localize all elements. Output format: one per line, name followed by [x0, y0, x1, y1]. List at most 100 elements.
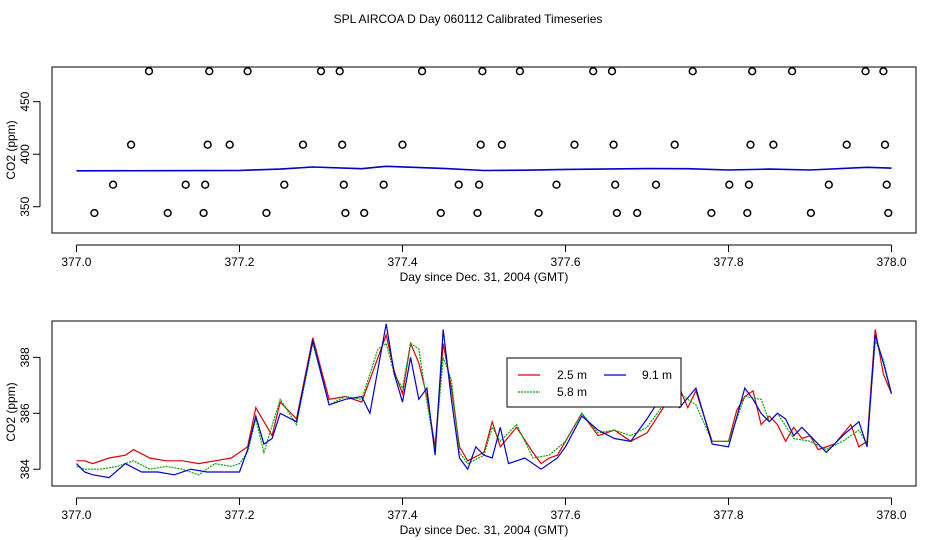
top-marker-point [743, 208, 752, 218]
bottom-axes: 377.0 377.2 377.4 377.6 377.8 378.0 384 386 388 [18, 347, 907, 522]
top-marker-point [879, 67, 888, 76]
top-plot-frame [51, 66, 917, 234]
bottom-plot-frame [51, 320, 917, 487]
top-y-axis-label: CO2 (ppm) [4, 120, 18, 179]
bottom-x-tick-label: 377.0 [61, 508, 91, 522]
top-marker-point [534, 208, 543, 218]
bottom-panel: 377.0 377.2 377.4 377.6 377.8 378.0384386388 … [4, 320, 917, 537]
top-marker-point [262, 208, 271, 218]
top-marker-point [360, 208, 369, 218]
top-y-tick-label: 400 [18, 144, 32, 164]
bottom-y-tick-label: 384 [18, 459, 32, 479]
top-marker-point [205, 67, 214, 76]
top-co2-line [76, 165, 892, 172]
legend-label-9-1m: 9.1 m [642, 368, 672, 382]
bottom-x-tick-label: 378.0 [877, 508, 907, 522]
top-marker-point [515, 67, 525, 76]
legend-box [506, 357, 682, 408]
top-marker-point [589, 67, 598, 76]
top-marker-point [552, 180, 561, 189]
top-marker-point [612, 208, 622, 218]
top-marker-point [243, 67, 252, 76]
top-marker-point [476, 140, 485, 149]
top-marker-point [474, 180, 484, 189]
top-axes: 377.0 377.2 377.4 377.6 377.8 378.0 350 400 450 [18, 91, 907, 269]
bottom-x-axis-label: Day since Dec. 31, 2004 (GMT) [400, 523, 569, 537]
legend-label-5-8m: 5.8 m [557, 385, 587, 399]
top-y-tick-label: 450 [18, 91, 32, 111]
top-marker-point [298, 140, 308, 149]
top-marker-point [570, 140, 579, 149]
legend: 2.5 m 5.8 m 9.1 m [506, 357, 682, 408]
top-marker-point [338, 140, 347, 149]
series-line-2-5-m [76, 329, 893, 465]
top-marker-point [398, 140, 407, 149]
top-marker-point [144, 67, 154, 76]
top-marker-point [609, 140, 618, 149]
top-marker-point [607, 67, 617, 76]
top-marker-point [746, 140, 755, 149]
top-marker-point [379, 180, 388, 189]
top-markers [90, 67, 893, 218]
top-marker-point [882, 180, 891, 189]
top-marker-point [454, 180, 463, 189]
top-y-tick-label: 350 [18, 196, 32, 216]
top-x-tick-label: 378.0 [877, 255, 907, 269]
top-marker-point [884, 208, 893, 218]
top-marker-point [769, 140, 778, 149]
chart-title: SPL AIRCOA D Day 060112 Calibrated Times… [334, 12, 603, 26]
legend-label-2-5m: 2.5 m [557, 368, 587, 382]
top-marker-point [861, 67, 870, 76]
top-marker-point [280, 180, 289, 189]
top-marker-point [473, 208, 482, 218]
top-marker-point [225, 140, 234, 149]
top-x-tick-label: 377.0 [61, 255, 91, 269]
top-marker-point [436, 208, 445, 218]
top-marker-point [201, 180, 210, 189]
top-marker-point [806, 208, 816, 218]
top-marker-point [787, 67, 797, 76]
top-marker-point [497, 140, 507, 149]
top-x-tick-label: 377.2 [224, 255, 254, 269]
top-marker-point [316, 67, 326, 76]
top-marker-point [181, 180, 190, 189]
top-marker-point [199, 208, 208, 218]
top-marker-point [339, 180, 348, 189]
top-marker-point [744, 180, 754, 189]
top-marker-point [880, 140, 890, 149]
bottom-y-tick-label: 388 [18, 347, 32, 367]
top-panel: 377.0 377.2 377.4 377.6 377.8 378.0350400450 … [4, 66, 917, 284]
top-x-tick-label: 377.6 [550, 255, 580, 269]
top-marker-point [417, 67, 427, 76]
top-marker-point [824, 180, 833, 189]
top-marker-point [341, 208, 350, 218]
top-x-tick-label: 377.4 [387, 255, 417, 269]
bottom-x-tick-label: 377.6 [550, 508, 580, 522]
bottom-series [76, 323, 893, 479]
bottom-y-tick-label: 386 [18, 403, 32, 423]
top-marker-point [707, 208, 716, 218]
top-marker-point [670, 140, 679, 149]
top-marker-point [163, 208, 172, 218]
series-line-5-8-m [76, 340, 893, 476]
bottom-x-tick-label: 377.8 [714, 508, 744, 522]
top-marker-point [203, 140, 212, 149]
top-marker-point [842, 140, 851, 149]
top-marker-point [335, 67, 344, 76]
top-marker-point [108, 180, 118, 189]
bottom-x-tick-label: 377.4 [387, 508, 417, 522]
top-x-axis-label: Day since Dec. 31, 2004 (GMT) [400, 270, 569, 284]
top-series [76, 165, 892, 172]
top-marker-point [725, 180, 734, 189]
top-marker-point [611, 180, 620, 189]
top-x-tick-label: 377.8 [714, 255, 744, 269]
top-marker-point [633, 208, 642, 218]
top-marker-point [651, 180, 661, 189]
top-marker-point [688, 67, 697, 76]
top-marker-point [478, 67, 487, 76]
top-marker-point [748, 67, 757, 76]
top-marker-point [126, 140, 136, 149]
bottom-y-axis-label: CO2 (ppm) [4, 382, 18, 441]
series-line-9-1-m [76, 323, 893, 479]
